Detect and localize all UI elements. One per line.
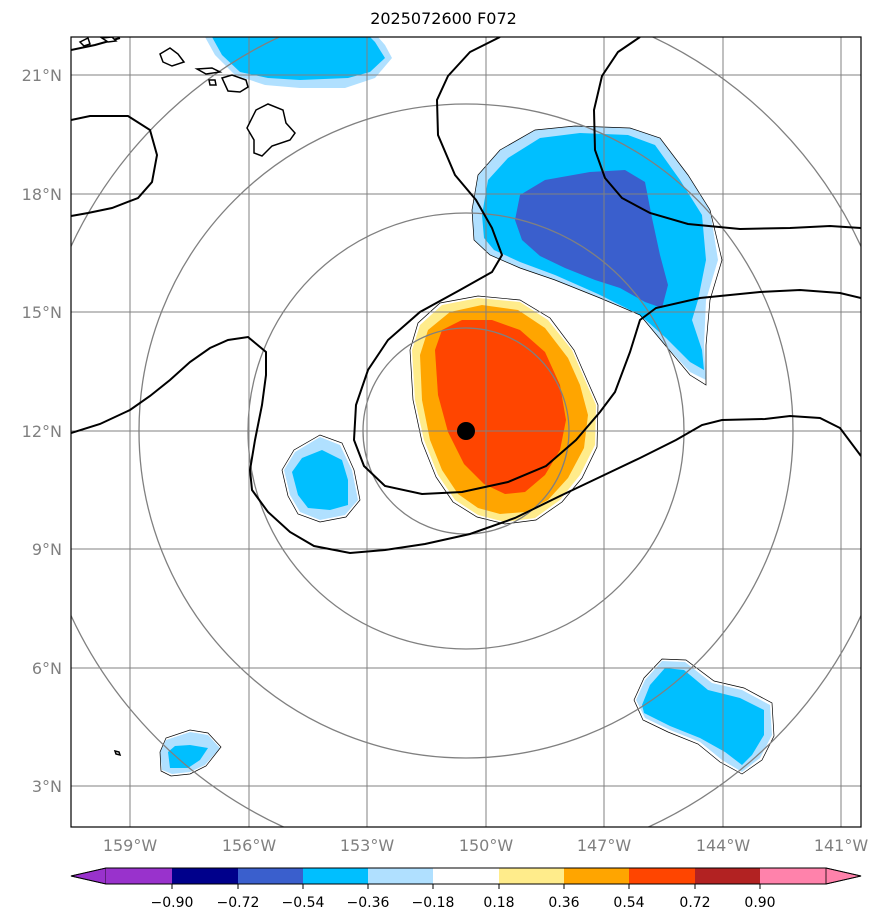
- anomaly-region-top-core: [212, 37, 385, 80]
- lon-tick-label: 156°W: [222, 836, 277, 855]
- lat-tick-label: 3°N: [32, 777, 62, 796]
- colorbar-label: 0.18: [483, 895, 514, 911]
- coastlines: [78, 37, 296, 757]
- map-title: 2025072600 F072: [370, 9, 517, 28]
- lon-tick-label: 159°W: [103, 836, 158, 855]
- colorbar-segment: [564, 868, 629, 884]
- colorbar-label: 0.54: [613, 895, 644, 911]
- anomaly-region-west-core: [292, 450, 348, 510]
- colorbar-segment: [303, 868, 368, 884]
- colorbar-label: −0.90: [151, 895, 194, 911]
- island-small: [113, 749, 122, 757]
- colorbar-label: −0.54: [282, 895, 325, 911]
- colorbar-label: 0.72: [679, 895, 710, 911]
- colorbar-segment: [760, 868, 826, 884]
- lat-tick-label: 15°N: [22, 303, 62, 322]
- island-niihau: [99, 37, 118, 43]
- colorbar-segment: [695, 868, 760, 884]
- lat-tick-label: 21°N: [22, 66, 62, 85]
- anomaly-region-southeast-core: [642, 668, 764, 765]
- colorbar: −0.90 −0.72 −0.54 −0.36 −0.18 0.18 0.36 …: [70, 867, 862, 911]
- lat-tick-label: 9°N: [32, 540, 62, 559]
- lat-tick-label: 6°N: [32, 659, 62, 678]
- colorbar-label: 0.36: [548, 895, 579, 911]
- colorbar-label: 0.90: [744, 895, 775, 911]
- colorbar-segment: [368, 868, 433, 884]
- colorbar-segment: [629, 868, 695, 884]
- colorbar-label: −0.36: [347, 895, 390, 911]
- colorbar-max-extend: [825, 867, 862, 885]
- range-rings: [71, 37, 861, 827]
- anomaly-region-southwest-core: [168, 745, 208, 768]
- colorbar-outline: [70, 867, 862, 885]
- plot-frame: [70, 36, 862, 828]
- contour-northeast: [592, 37, 861, 231]
- lon-tick-label: 141°W: [814, 836, 869, 855]
- colorbar-min-extend: [70, 867, 107, 885]
- colorbar-segment: [238, 868, 303, 884]
- lon-tick-labels: 159°W 156°W 153°W 150°W 147°W 144°W 141°…: [103, 836, 869, 855]
- lat-tick-labels: 21°N 18°N 15°N 12°N 9°N 6°N 3°N: [22, 66, 62, 796]
- island-molokai: [194, 67, 223, 75]
- lon-tick-label: 153°W: [340, 836, 395, 855]
- range-ring-3: [138, 103, 794, 759]
- lon-tick-label: 144°W: [696, 836, 751, 855]
- lon-tick-label: 147°W: [577, 836, 632, 855]
- shaded-field: [160, 37, 772, 774]
- colorbar-segment: [106, 868, 172, 884]
- island-maui: [220, 74, 249, 93]
- island-oahu: [159, 47, 186, 67]
- contour-northwest: [71, 115, 159, 217]
- lat-tick-label: 18°N: [22, 185, 62, 204]
- anomaly-region-northeast-strong: [515, 170, 668, 308]
- colorbar-label: −0.18: [412, 895, 455, 911]
- center-marker: [457, 422, 475, 440]
- lon-tick-label: 150°W: [459, 836, 514, 855]
- island-kauai: [78, 37, 91, 47]
- colorbar-segment: [433, 868, 499, 884]
- island-lanai: [208, 79, 217, 86]
- shaded-outline: [159, 125, 775, 777]
- lat-tick-label: 12°N: [22, 422, 62, 441]
- island-big-island: [246, 103, 296, 157]
- colorbar-segment: [499, 868, 564, 884]
- colorbar-label: −0.72: [217, 895, 260, 911]
- contour-west-ridge: [71, 335, 861, 555]
- colorbar-segment: [172, 868, 238, 884]
- anomaly-region-center-core: [435, 320, 566, 494]
- range-ring-2: [247, 212, 685, 650]
